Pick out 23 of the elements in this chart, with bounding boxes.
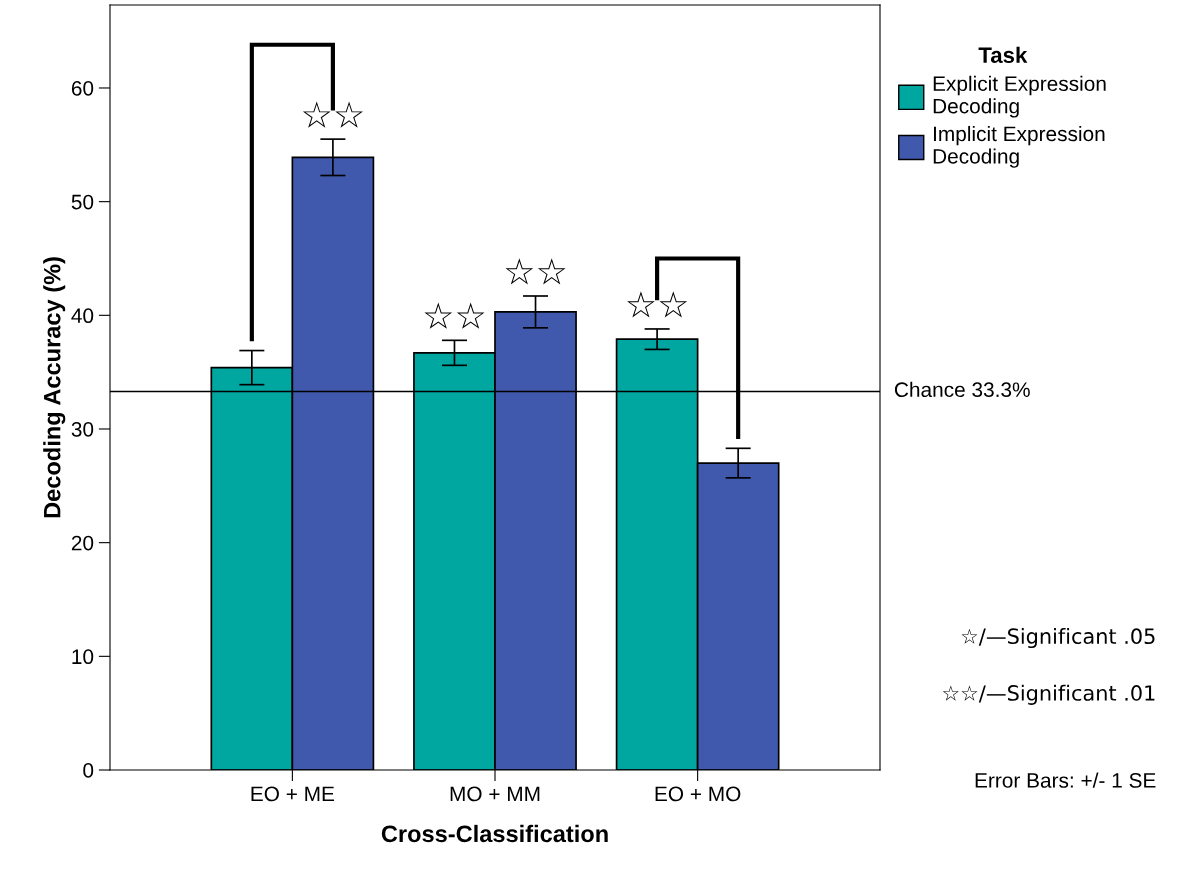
text: Error Bars: +/- 1 SE [975, 772, 1156, 788]
x-tick-label: MO + MM [450, 786, 540, 802]
legend-title: Task [978, 46, 1028, 64]
y-axis-title: Decoding Accuracy (%) [43, 257, 66, 518]
ref-line-label: Chance 33.3% [894, 381, 1030, 398]
y-tick-label: 30 [71, 421, 94, 437]
y-tick-label: 40 [71, 308, 94, 324]
y-tick-label: 60 [71, 80, 94, 96]
annotation: ☆☆ [424, 302, 485, 329]
text: ☆☆/—Significant .01 [942, 684, 1155, 705]
x-tick-label: EO + ME [251, 786, 335, 802]
y-tick-label: 20 [71, 535, 94, 551]
annotation: ☆☆ [302, 101, 363, 128]
y-tick-label: 0 [83, 763, 94, 778]
x-tick-label: EO + MO [655, 786, 741, 802]
legend-label: Implicit Expression Decoding [933, 125, 1105, 168]
annotation: ☆☆ [505, 258, 566, 285]
annotation: ☆☆ [627, 291, 688, 318]
x-axis-title: Cross-Classification [381, 824, 608, 843]
legend-label: Explicit Expression Decoding [933, 75, 1106, 118]
text: ☆/—Significant .05 [961, 627, 1155, 649]
y-tick-label: 10 [72, 649, 94, 665]
y-tick-label: 50 [71, 194, 94, 210]
